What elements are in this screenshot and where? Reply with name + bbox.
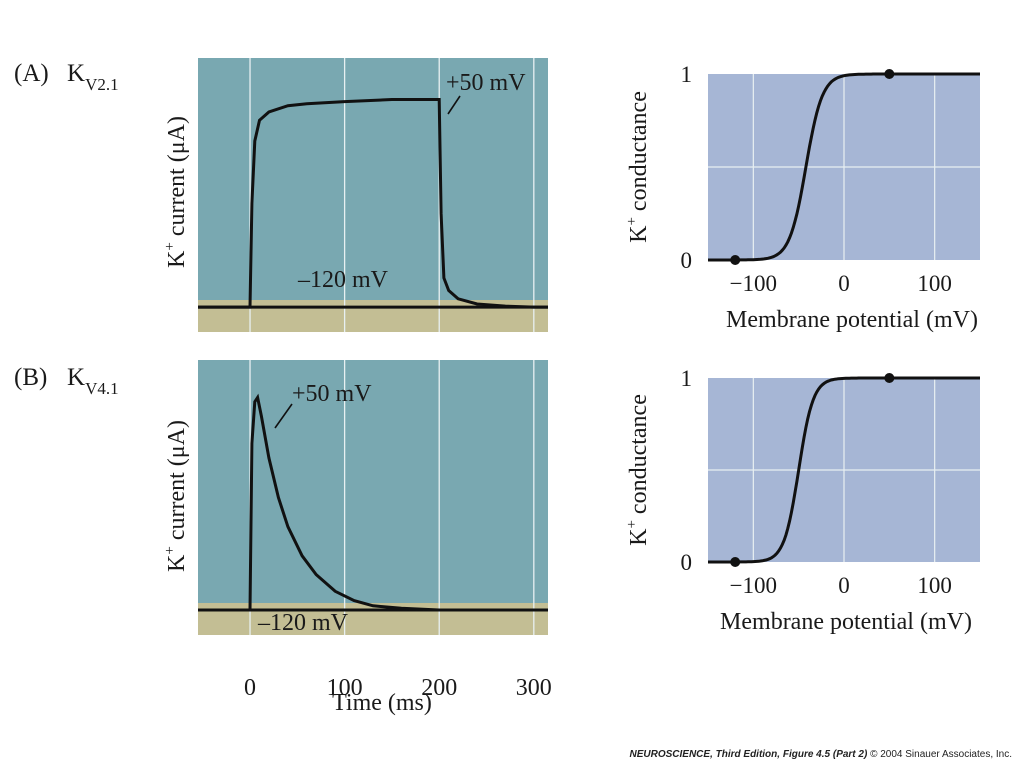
caption-figure: Figure 4.5 (Part 2) <box>782 749 868 760</box>
data-marker <box>884 373 895 383</box>
y-axis-label: K+ conductance <box>624 91 652 243</box>
panel-b-channel: K <box>67 364 85 391</box>
x-tick-label: −100 <box>730 271 777 296</box>
panel-b-channel-sub: V4.1 <box>85 379 119 398</box>
conductance-curve <box>708 72 980 262</box>
x-axis-label: Membrane potential (mV) <box>720 609 972 635</box>
panel-a-label: (A) <box>14 60 49 87</box>
svg-text:KV4.1: KV4.1 <box>67 364 119 398</box>
data-marker <box>884 69 895 79</box>
annotation-leader <box>447 95 461 115</box>
y-axis-label: K+ conductance <box>624 394 652 546</box>
y-tick-label: 0 <box>681 550 693 575</box>
x-tick-label: 0 <box>838 271 850 296</box>
x-tick-label: 100 <box>917 271 952 296</box>
y-tick-label: 0 <box>681 248 693 273</box>
x-tick-label: −100 <box>730 573 777 598</box>
hold-voltage-label: –120 mV <box>257 610 349 636</box>
x-tick-label: 0 <box>838 573 850 598</box>
caption-book: NEUROSCIENCE, Third Edition, <box>629 749 781 760</box>
plot-area <box>198 58 548 302</box>
svg-text:KV2.1: KV2.1 <box>67 60 119 94</box>
y-axis-label: K+ current (μA) <box>162 420 190 572</box>
y-axis-label: K+ current (μA) <box>162 116 190 268</box>
panel-a-channel: K <box>67 60 85 87</box>
x-tick-label: 0 <box>244 675 256 701</box>
chart-b-conductance: −100 0 100 0 1 Membrane potential (mV) K+ co… <box>624 366 980 635</box>
panel-b-label: (B) <box>14 364 47 391</box>
x-axis-label: Membrane potential (mV) <box>726 307 978 333</box>
grid-lines <box>708 378 980 562</box>
hold-voltage-label: –120 mV <box>297 267 389 293</box>
chart-a-current: +50 mV –120 mV K+ current (μA) <box>162 58 548 332</box>
caption-copyright: © 2004 Sinauer Associates, Inc. <box>870 749 1012 760</box>
x-tick-label: 300 <box>516 675 552 701</box>
x-tick-label: 100 <box>917 573 952 598</box>
y-tick-label: 1 <box>681 62 693 87</box>
data-marker <box>730 255 741 265</box>
step-voltage-label: +50 mV <box>292 381 372 407</box>
x-axis-label: Time (ms) <box>332 690 432 716</box>
figure-caption: NEUROSCIENCE, Third Edition, Figure 4.5 … <box>630 749 1013 760</box>
current-trace <box>198 98 548 309</box>
current-trace <box>198 393 548 612</box>
annotation-leader <box>274 403 293 429</box>
chart-a-conductance: −100 0 100 0 1 Membrane potential (mV) K+ co… <box>624 62 980 333</box>
baseline-strip <box>198 603 548 635</box>
chart-b-current: +50 mV –120 mV 0 100 200 300 Time (ms) K+ c… <box>162 360 552 716</box>
x-tick-label: 100 <box>327 675 363 701</box>
data-marker <box>730 557 741 567</box>
grid-lines <box>708 74 980 260</box>
panel-a-channel-sub: V2.1 <box>85 75 119 94</box>
conductance-curve <box>708 376 980 564</box>
x-tick-label: 200 <box>421 675 457 701</box>
y-tick-label: 1 <box>681 366 693 391</box>
step-voltage-label: +50 mV <box>446 70 526 96</box>
